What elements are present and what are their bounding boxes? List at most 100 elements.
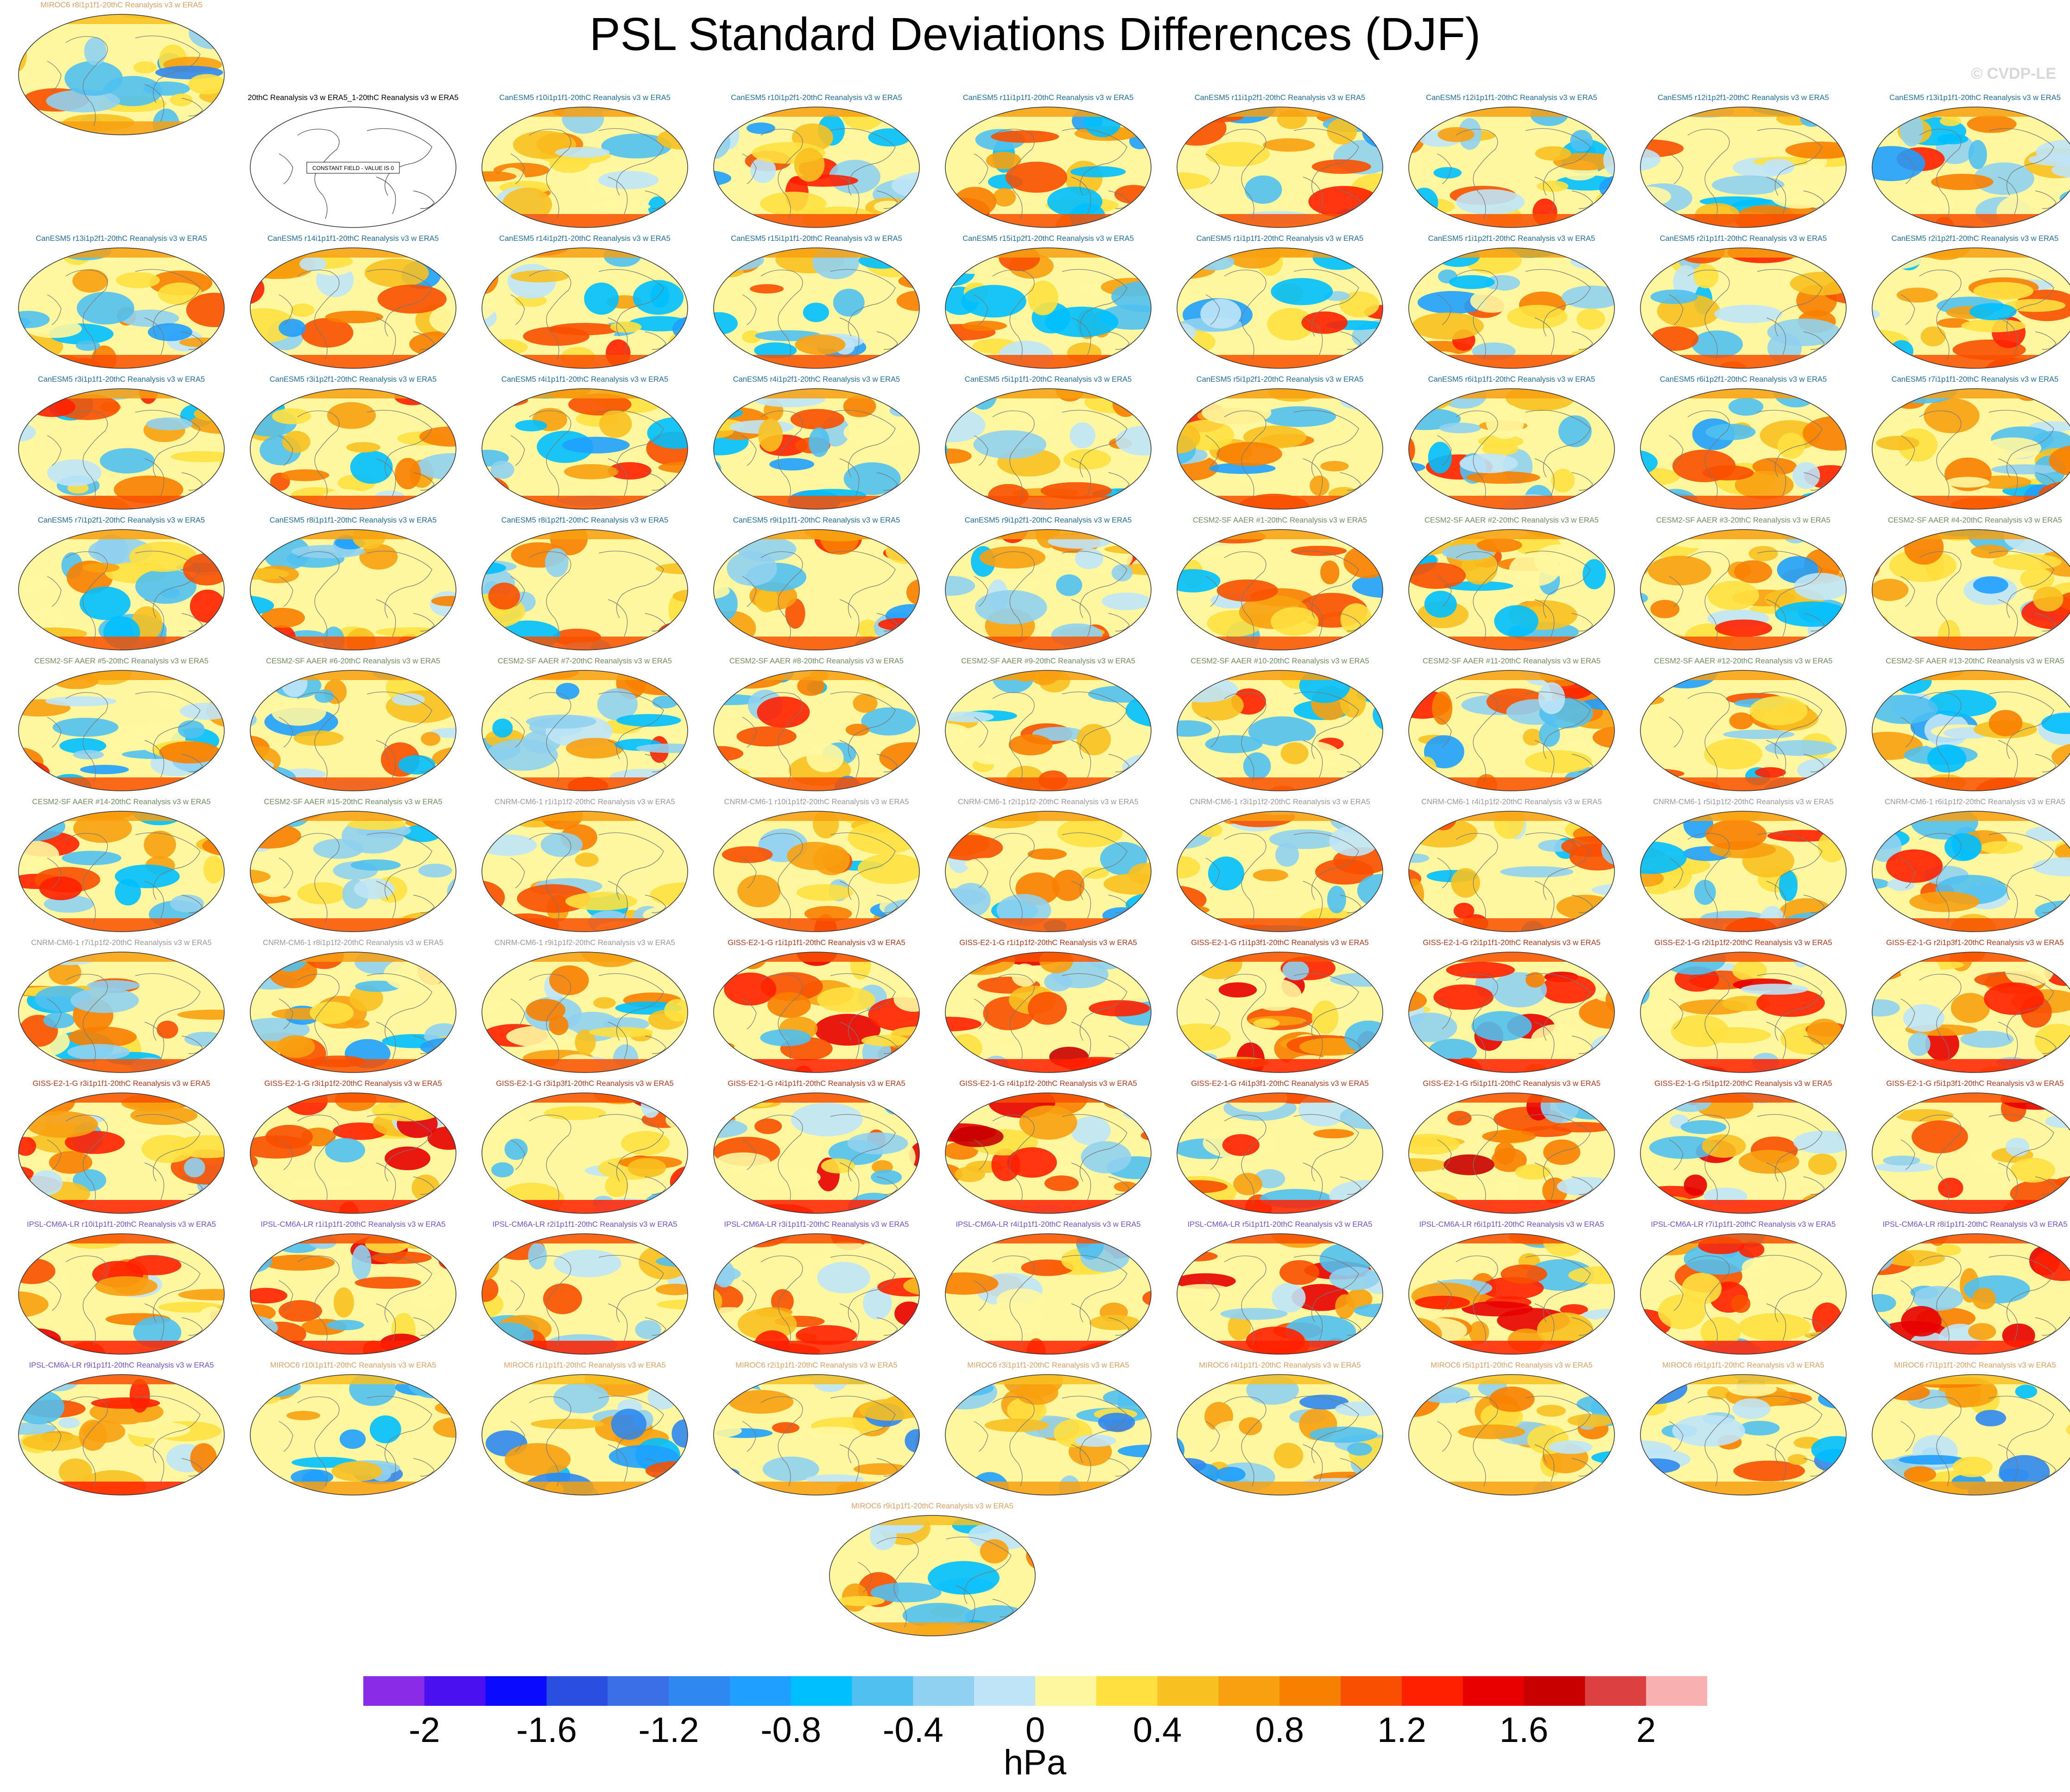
field-blob (250, 1287, 288, 1304)
field-blob (258, 1195, 279, 1211)
field-blob (114, 864, 180, 889)
panel-title: CanESM5 r1i1p1f1-20thC Reanalysis v3 w E… (1196, 234, 1364, 243)
field-blob (31, 608, 67, 626)
field-blob (1437, 127, 1475, 142)
field-blob (1447, 1111, 1472, 1126)
map-border (1640, 1092, 1847, 1214)
coastline (608, 881, 628, 919)
field-blob (1767, 830, 1837, 842)
arctic-band (1640, 952, 1846, 962)
field-blob (973, 430, 1047, 459)
field-blob (1650, 290, 1698, 304)
field-blob (1691, 330, 1743, 358)
field-blob (313, 839, 364, 859)
arctic-band (714, 1093, 919, 1103)
field-blob (492, 718, 513, 738)
map-field (19, 670, 224, 791)
coastline (974, 1139, 988, 1170)
field-blob (392, 693, 425, 706)
field-blob (1272, 1282, 1306, 1313)
field-blob (1640, 139, 1684, 158)
field-blob (1553, 152, 1614, 170)
field-blob (19, 252, 34, 264)
panel-title: GISS-E2-1-G r4i1p3f1-20thC Reanalysis v3… (1191, 1079, 1369, 1088)
coastline (1293, 1255, 1359, 1323)
map-border (1640, 952, 1847, 1073)
field-blob (1872, 347, 1908, 368)
field-blob (543, 1283, 582, 1314)
field-blob (1872, 345, 1891, 359)
map-panel: CNRM-CM6-1 r2i1p1f2-20thC Reanalysis v3 … (932, 797, 1164, 936)
arctic-band (1409, 811, 1614, 821)
field-blob (1583, 358, 1614, 368)
map-field (945, 670, 1151, 791)
map-field (714, 107, 919, 227)
coastline (1224, 1115, 1266, 1205)
coastline (1293, 550, 1359, 618)
field-blob (1815, 1203, 1846, 1213)
field-blob (1409, 435, 1415, 465)
field-blob (549, 154, 590, 173)
map-border (1408, 952, 1615, 1073)
coastline (47, 61, 62, 92)
coastline (1919, 1256, 1962, 1346)
coastline (608, 177, 628, 215)
coastline (181, 895, 203, 913)
field-blob (945, 920, 962, 932)
field-blob (1640, 1337, 1670, 1354)
coastline (598, 269, 664, 337)
field-blob (171, 451, 224, 462)
field-blob (1198, 823, 1222, 838)
field-blob (795, 334, 846, 355)
coastline (1998, 599, 2018, 637)
arctic-band (1177, 248, 1383, 258)
field-blob (1466, 471, 1540, 484)
field-blob (250, 1177, 260, 1189)
field-blob (1640, 248, 1690, 262)
field-blob (421, 732, 441, 746)
coastline (1757, 1255, 1823, 1323)
field-blob (2020, 568, 2054, 591)
field-blob (1878, 887, 1898, 914)
coastline (181, 472, 203, 491)
field-blob (880, 1093, 919, 1104)
coastline (598, 1255, 664, 1323)
map-panel: GISS-E2-1-G r2i1p3f1-20thC Reanalysis v3… (1859, 938, 2070, 1077)
field-blob (817, 987, 875, 1012)
field-blob (1548, 1440, 1593, 1454)
field-blob (1228, 1313, 1251, 1340)
coastline (1108, 754, 1130, 772)
arctic-band (1640, 107, 1846, 117)
field-blob (1177, 110, 1227, 146)
field-blob (1144, 1379, 1151, 1403)
coastline (1205, 1139, 1220, 1170)
panel-title: MIROC6 r3i1p1f1-20thC Reanalysis v3 w ER… (967, 1361, 1129, 1369)
coastline (645, 190, 666, 209)
field-blob (1201, 400, 1272, 425)
colorbar-swatch (913, 1676, 975, 1706)
map-border (250, 811, 456, 932)
coastline (65, 1396, 108, 1487)
coastline (876, 190, 898, 209)
field-blob (993, 188, 1016, 207)
field-blob (1177, 1330, 1189, 1354)
southern-ocean-band (945, 777, 1151, 791)
southern-ocean-band (250, 777, 456, 791)
field-blob (1310, 475, 1329, 496)
coastline (1900, 1280, 1915, 1311)
field-blob (398, 755, 436, 775)
field-blob (1372, 902, 1383, 914)
field-blob (714, 1375, 768, 1381)
southern-ocean-band (19, 1482, 224, 1495)
field-blob (1702, 1134, 1746, 1158)
field-blob (2015, 1384, 2038, 1399)
field-blob (408, 1375, 456, 1399)
map-border (18, 1374, 225, 1495)
field-blob (1098, 1413, 1135, 1432)
field-blob (350, 859, 401, 871)
field-blob (1640, 1481, 1683, 1495)
field-blob (1409, 1134, 1460, 1155)
field-blob (1703, 465, 1754, 480)
coastline (1525, 1395, 1591, 1464)
southern-ocean-band (482, 918, 688, 932)
